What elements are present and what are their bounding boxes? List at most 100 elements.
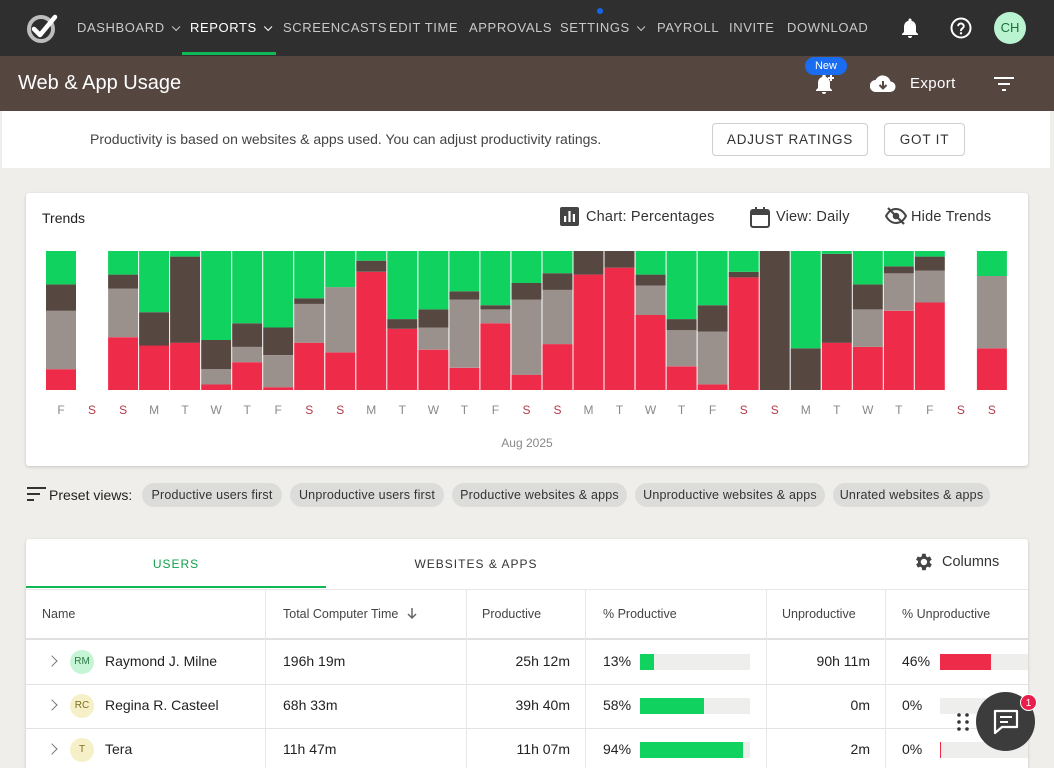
- chart-bar-segment[interactable]: [697, 305, 728, 332]
- chart-bar-segment[interactable]: [170, 256, 201, 343]
- user-avatar[interactable]: CH: [994, 12, 1026, 44]
- chart-bar-segment[interactable]: [418, 349, 449, 390]
- cloud-download-icon[interactable]: [870, 73, 896, 95]
- chart-bar-segment[interactable]: [480, 305, 511, 310]
- chart-bar-segment[interactable]: [852, 251, 883, 285]
- chart-bar-segment[interactable]: [325, 251, 356, 288]
- header-pct-productive[interactable]: % Productive: [603, 607, 677, 621]
- chevron-right-icon[interactable]: [46, 743, 58, 755]
- chart-bar-segment[interactable]: [418, 309, 449, 328]
- chart-bar-segment[interactable]: [728, 271, 759, 278]
- preset-chip-productive-sites[interactable]: Productive websites & apps: [452, 483, 627, 507]
- table-row[interactable]: T Tera 11h 47m 11h 07m 94% 2m 0%: [26, 729, 1028, 768]
- app-logo-icon[interactable]: [25, 11, 59, 45]
- chart-bar-segment[interactable]: [883, 273, 914, 311]
- chart-bar-segment[interactable]: [666, 319, 697, 331]
- chart-bar-segment[interactable]: [232, 251, 263, 324]
- chart-bar-segment[interactable]: [356, 251, 387, 261]
- chart-bar-segment[interactable]: [263, 387, 294, 390]
- chart-bar-segment[interactable]: [480, 323, 511, 390]
- chart-bar-segment[interactable]: [914, 256, 945, 271]
- chart-bar-segment[interactable]: [263, 355, 294, 388]
- chart-bar-segment[interactable]: [976, 251, 1007, 276]
- chart-bar-segment[interactable]: [604, 267, 635, 390]
- chart-bar-segment[interactable]: [356, 260, 387, 272]
- chart-bar-segment[interactable]: [759, 251, 790, 390]
- chart-type-control[interactable]: Chart: Percentages: [560, 207, 715, 226]
- nav-dashboard[interactable]: DASHBOARD: [77, 0, 181, 56]
- chart-bar-segment[interactable]: [666, 366, 697, 390]
- chart-bar-segment[interactable]: [108, 337, 139, 390]
- chart-bar-segment[interactable]: [883, 310, 914, 390]
- chart-bar-segment[interactable]: [666, 330, 697, 367]
- chart-bar-segment[interactable]: [697, 251, 728, 306]
- notification-add-icon[interactable]: [813, 72, 837, 96]
- chart-bar-segment[interactable]: [728, 251, 759, 272]
- header-name[interactable]: Name: [42, 607, 76, 621]
- chart-bar-segment[interactable]: [170, 342, 201, 390]
- chart-bar-segment[interactable]: [108, 251, 139, 275]
- chart-bar-segment[interactable]: [263, 251, 294, 328]
- chart-bar-segment[interactable]: [511, 299, 542, 375]
- chart-bar-segment[interactable]: [697, 384, 728, 390]
- chart-bar-segment[interactable]: [325, 352, 356, 391]
- chart-bar-segment[interactable]: [883, 266, 914, 274]
- header-total-time[interactable]: Total Computer Time: [283, 590, 417, 638]
- chart-bar-segment[interactable]: [170, 251, 201, 257]
- chart-bar-segment[interactable]: [387, 328, 418, 390]
- chart-bar-segment[interactable]: [232, 323, 263, 347]
- chart-bar-segment[interactable]: [511, 283, 542, 300]
- chart-bar-segment[interactable]: [46, 284, 76, 311]
- chart-bar-segment[interactable]: [387, 319, 418, 329]
- chart-bar-segment[interactable]: [883, 251, 914, 267]
- chart-bar-segment[interactable]: [852, 284, 883, 310]
- chart-bar-segment[interactable]: [325, 287, 356, 353]
- table-row[interactable]: RM Raymond J. Milne 196h 19m 25h 12m 13%…: [26, 640, 1028, 684]
- chart-bar-segment[interactable]: [139, 345, 170, 391]
- chart-bar-segment[interactable]: [604, 251, 635, 268]
- header-productive[interactable]: Productive: [482, 607, 542, 621]
- help-icon[interactable]: [949, 16, 973, 40]
- chart-bar-segment[interactable]: [294, 298, 325, 304]
- chart-bar-segment[interactable]: [728, 277, 759, 390]
- columns-button[interactable]: Columns: [914, 553, 999, 571]
- chart-bar-segment[interactable]: [821, 342, 852, 390]
- preset-chip-productive-users[interactable]: Productive users first: [142, 483, 282, 507]
- chart-bar-segment[interactable]: [232, 362, 263, 390]
- chart-bar-segment[interactable]: [201, 384, 232, 390]
- chart-bar-segment[interactable]: [480, 309, 511, 324]
- chart-bar-segment[interactable]: [294, 342, 325, 390]
- tab-users[interactable]: USERS: [152, 557, 200, 571]
- hide-trends-control[interactable]: Hide Trends: [885, 207, 991, 225]
- chart-bar-segment[interactable]: [914, 270, 945, 303]
- export-button[interactable]: Export: [910, 75, 956, 92]
- chart-bar-segment[interactable]: [635, 274, 666, 286]
- chart-bar-segment[interactable]: [201, 340, 232, 370]
- chart-bar-segment[interactable]: [418, 251, 449, 310]
- chart-bar-segment[interactable]: [449, 299, 480, 368]
- chevron-right-icon[interactable]: [46, 699, 58, 711]
- chart-bar-segment[interactable]: [635, 251, 666, 275]
- user-name[interactable]: Raymond J. Milne: [105, 653, 218, 669]
- chart-bar-segment[interactable]: [46, 310, 76, 370]
- chart-bar-segment[interactable]: [542, 273, 573, 290]
- chart-bar-segment[interactable]: [542, 344, 573, 390]
- chevron-right-icon[interactable]: [46, 655, 58, 667]
- chart-bar-segment[interactable]: [976, 348, 1007, 390]
- chart-bar-segment[interactable]: [294, 303, 325, 343]
- header-unproductive[interactable]: Unproductive: [782, 607, 856, 621]
- nav-edit-time[interactable]: EDIT TIME: [389, 20, 459, 35]
- chart-bar-segment[interactable]: [201, 369, 232, 385]
- header-pct-unproductive[interactable]: % Unproductive: [902, 607, 991, 621]
- preset-chip-unproductive-sites[interactable]: Unproductive websites & apps: [635, 483, 825, 507]
- nav-settings[interactable]: SETTINGS: [560, 0, 646, 56]
- chart-bar-segment[interactable]: [511, 374, 542, 390]
- chart-bar-segment[interactable]: [232, 346, 263, 363]
- chart-bar-segment[interactable]: [573, 251, 604, 275]
- chart-bar-segment[interactable]: [294, 251, 325, 299]
- chart-bar-segment[interactable]: [790, 348, 821, 390]
- drag-handle-icon[interactable]: [956, 712, 970, 732]
- tab-websites-apps[interactable]: WEBSITES & APPS: [414, 557, 538, 571]
- filter-icon[interactable]: [993, 76, 1015, 92]
- nav-reports[interactable]: REPORTS: [190, 0, 273, 56]
